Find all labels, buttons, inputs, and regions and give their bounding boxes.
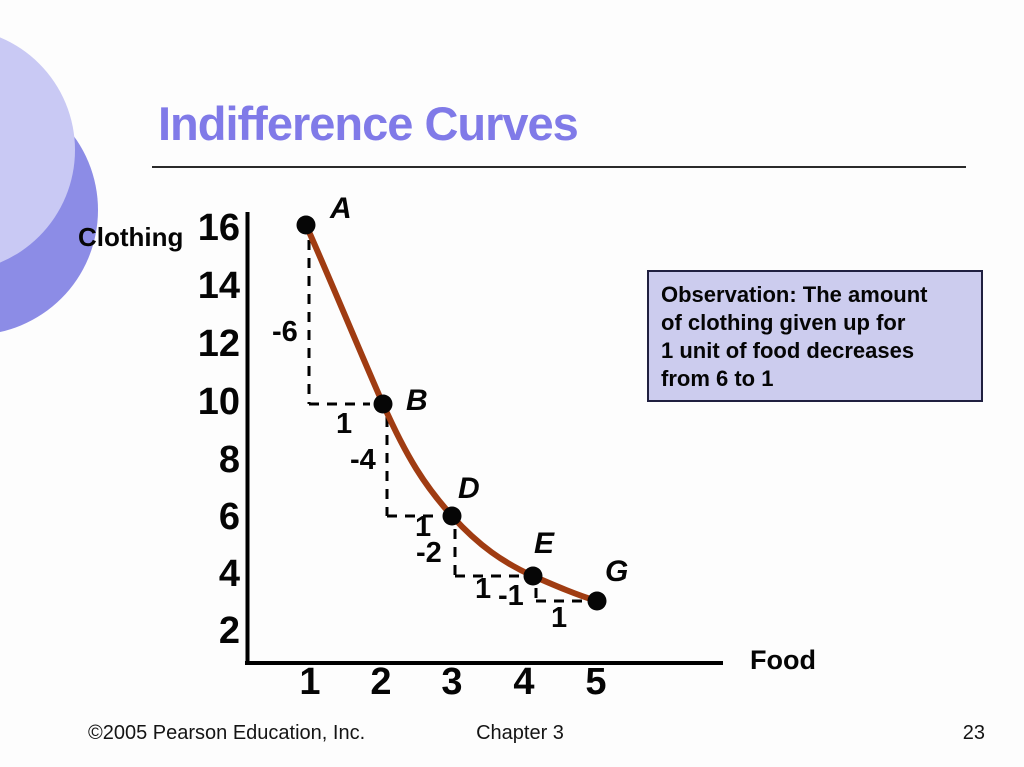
- x-tick-5: 5: [585, 661, 607, 703]
- point-dot-A: [296, 215, 316, 235]
- footer-chapter: Chapter 3: [476, 722, 564, 744]
- delta-clothing-1: -1: [498, 580, 524, 612]
- delta-clothing-6: -6: [272, 316, 298, 348]
- point-dot-B: [373, 394, 393, 414]
- y-tick-10: 10: [197, 381, 240, 423]
- observation-callout: Observation: The amount of clothing give…: [647, 270, 983, 402]
- y-tick-4: 4: [218, 553, 240, 595]
- x-tick-4: 4: [513, 661, 535, 703]
- delta-food-1a: 1: [336, 408, 353, 440]
- point-label-G: G: [605, 555, 629, 588]
- delta-food-1b: 1: [415, 511, 432, 543]
- x-axis-title: Food: [750, 645, 816, 675]
- y-tick-8: 8: [218, 439, 240, 481]
- point-dot-E: [523, 566, 543, 586]
- y-tick-14: 14: [197, 265, 240, 307]
- title-underline: [152, 166, 966, 168]
- x-tick-2: 2: [370, 661, 392, 703]
- dashed-step-lines: [307, 240, 584, 603]
- point-label-D: D: [458, 472, 480, 505]
- delta-clothing-4: -4: [350, 444, 376, 476]
- x-tick-1: 1: [299, 661, 321, 703]
- point-label-B: B: [406, 384, 428, 417]
- page-title: Indifference Curves: [158, 97, 579, 150]
- y-tick-6: 6: [218, 496, 240, 538]
- point-dot-G: [587, 591, 607, 611]
- delta-clothing-2: -2: [416, 537, 442, 569]
- y-axis-title: Clothing: [78, 222, 184, 252]
- y-tick-16: 16: [197, 207, 240, 249]
- y-tick-12: 12: [197, 323, 240, 365]
- delta-food-1c: 1: [475, 573, 492, 605]
- footer-copyright: ©2005 Pearson Education, Inc.: [88, 722, 366, 744]
- point-label-E: E: [534, 527, 555, 560]
- x-tick-3: 3: [441, 661, 463, 703]
- delta-food-1d: 1: [551, 602, 568, 634]
- point-dot-D: [442, 506, 462, 526]
- footer-page-number: 23: [962, 722, 985, 744]
- point-label-A: A: [330, 192, 352, 225]
- y-tick-2: 2: [218, 610, 240, 652]
